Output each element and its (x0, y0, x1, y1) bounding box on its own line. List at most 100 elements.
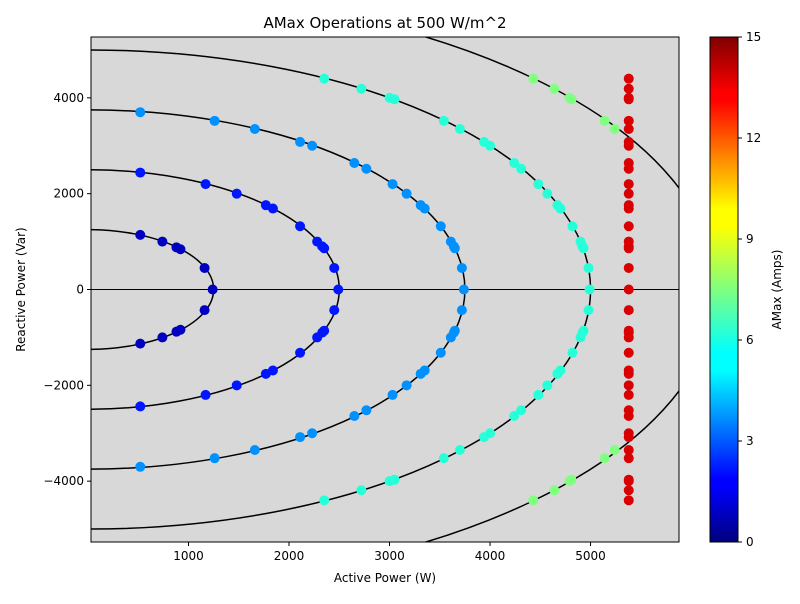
scatter-point (209, 453, 220, 464)
scatter-point (549, 83, 560, 94)
scatter-point (583, 262, 594, 273)
colorbar-tick-label: 9 (746, 232, 754, 246)
scatter-point (528, 495, 539, 506)
limit-point (623, 221, 634, 232)
scatter-point (528, 73, 539, 84)
scatter-point (387, 179, 398, 190)
scatter-point (516, 405, 527, 416)
limit-point (623, 115, 634, 126)
colorbar-label: AMax (Amps) (770, 250, 784, 330)
limit-point (623, 203, 634, 214)
colorbar-tick-label: 15 (746, 30, 761, 44)
scatter-point (449, 325, 460, 336)
y-tick-label: 2000 (53, 187, 84, 201)
scatter-point (599, 453, 610, 464)
scatter-point (609, 123, 620, 134)
limit-point (623, 284, 634, 295)
x-axis-label: Active Power (W) (334, 571, 436, 585)
x-tick-label: 3000 (374, 549, 405, 563)
scatter-point (389, 474, 400, 485)
scatter-point (584, 284, 595, 295)
limit-point (623, 123, 634, 134)
scatter-point (533, 389, 544, 400)
scatter-point (578, 243, 589, 254)
scatter-point (319, 243, 330, 254)
limit-point (623, 453, 634, 464)
scatter-point (267, 365, 278, 376)
scatter-point (209, 115, 220, 126)
scatter-point (485, 428, 496, 439)
scatter-point (319, 325, 330, 336)
x-tick-label: 4000 (475, 549, 506, 563)
limit-point (623, 368, 634, 379)
scatter-point (199, 305, 210, 316)
scatter-point (329, 305, 340, 316)
scatter-point (567, 221, 578, 232)
scatter-point (542, 380, 553, 391)
colorbar-tick-label: 12 (746, 131, 761, 145)
scatter-point (599, 115, 610, 126)
scatter-point (609, 445, 620, 456)
scatter-point (199, 262, 210, 273)
scatter-point (435, 221, 446, 232)
limit-point (623, 243, 634, 254)
limit-point (623, 262, 634, 273)
limit-point (623, 332, 634, 343)
limit-point (623, 163, 634, 174)
scatter-point (454, 123, 465, 134)
scatter-point (458, 284, 469, 295)
scatter-point (509, 410, 520, 421)
scatter-point (485, 140, 496, 151)
scatter-point (549, 485, 560, 496)
scatter-point (555, 365, 566, 376)
scatter-point (135, 107, 146, 118)
scatter-point (456, 262, 467, 273)
scatter-point (401, 188, 412, 199)
scatter-point (567, 347, 578, 358)
scatter-point (566, 474, 577, 485)
x-tick-label: 2000 (274, 549, 305, 563)
y-tick-label: 0 (76, 283, 84, 297)
y-axis: −4000 −2000 0 2000 4000 (43, 91, 91, 488)
scatter-point (419, 203, 430, 214)
scatter-point (419, 365, 430, 376)
scatter-point (231, 380, 242, 391)
scatter-point (295, 221, 306, 232)
scatter-point (356, 485, 367, 496)
colorbar-tick-label: 3 (746, 434, 754, 448)
scatter-point (435, 347, 446, 358)
scatter-point (401, 380, 412, 391)
scatter-point (438, 453, 449, 464)
scatter-point (578, 325, 589, 336)
scatter-point (135, 338, 146, 349)
scatter-point (295, 347, 306, 358)
chart-title: AMax Operations at 500 W/m^2 (263, 14, 506, 32)
limit-point (623, 445, 634, 456)
scatter-point (175, 324, 186, 335)
scatter-point (454, 445, 465, 456)
scatter-point (249, 123, 260, 134)
limit-point (623, 94, 634, 105)
limit-point (623, 347, 634, 358)
scatter-point (533, 179, 544, 190)
scatter-point (207, 284, 218, 295)
limit-point (623, 485, 634, 496)
scatter-point (307, 140, 318, 151)
colorbar-tick-label: 0 (746, 535, 754, 549)
scatter-point (555, 203, 566, 214)
y-axis-label: Reactive Power (Var) (14, 227, 28, 352)
scatter-point (542, 188, 553, 199)
scatter-point (231, 188, 242, 199)
limit-point (623, 389, 634, 400)
scatter-point (509, 158, 520, 169)
scatter-point (356, 83, 367, 94)
scatter-point (438, 115, 449, 126)
y-tick-label: −2000 (43, 378, 84, 392)
limit-point (623, 476, 634, 487)
scatter-point (267, 203, 278, 214)
scatter-point (319, 73, 330, 84)
scatter-point (361, 163, 372, 174)
scatter-point (200, 179, 211, 190)
scatter-point (249, 445, 260, 456)
